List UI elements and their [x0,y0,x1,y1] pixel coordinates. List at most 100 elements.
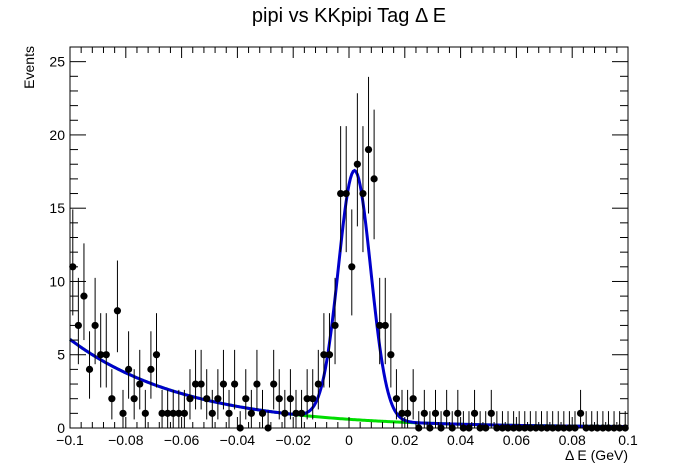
data-marker [164,409,172,417]
data-point [275,369,283,420]
data-point [337,126,345,253]
data-point [353,93,361,227]
data-marker [381,321,389,330]
data-marker [152,351,161,359]
data-point [487,389,495,428]
data-marker [80,292,88,300]
data-marker [258,409,267,417]
data-marker [454,409,462,417]
data-point [197,349,205,410]
data-marker [286,395,295,403]
data-point [359,126,367,253]
data-marker [398,409,406,417]
x-tick-label: −0.04 [220,432,256,448]
data-point [370,109,378,240]
data-marker [359,189,367,198]
data-point [270,349,278,410]
data-point [387,313,395,388]
x-tick-label: 0.02 [391,432,418,448]
chart-title: pipi vs KKpipi Tag Δ E [252,5,446,27]
x-tick-label: −0.06 [164,432,200,448]
data-point [180,389,188,428]
data-marker [331,321,339,330]
y-tick-label: 10 [49,273,65,289]
data-marker [403,409,412,417]
data-point [152,313,161,388]
data-marker [309,395,317,403]
data-marker [270,380,278,388]
data-point [203,369,211,420]
data-marker [197,380,205,388]
data-marker [219,380,228,388]
data-marker [169,409,177,417]
data-marker [97,351,105,359]
data-marker [203,395,211,403]
data-marker [158,409,166,417]
data-point [231,349,239,410]
data-point [136,349,144,410]
data-point [124,331,133,399]
data-point [331,277,339,365]
data-point [247,389,255,428]
data-marker [342,189,350,198]
x-tick-label: −0.08 [108,432,144,448]
data-point [576,389,585,428]
data-point [297,389,306,428]
data-point [392,369,401,420]
data-marker [141,409,149,417]
data-marker [186,395,194,403]
data-marker [208,409,216,417]
data-point [470,389,479,428]
data-point [130,369,138,420]
data-marker [443,409,451,417]
x-tick-label: 0.04 [447,432,474,448]
data-point [91,277,99,365]
data-marker [74,321,82,330]
data-point [292,389,300,428]
data-marker [314,380,322,388]
data-marker [576,409,585,417]
x-tick-label: 0.06 [503,432,530,448]
data-marker [487,409,495,417]
y-tick-label: 20 [49,127,65,143]
y-tick-label: 15 [49,200,65,216]
data-point [253,349,261,410]
y-tick-label: 0 [57,420,65,436]
ticks-layer: −0.1 −0.08 −0.06 −0.04 −0.02 0 0.02 0.04 0.06 0.0… [49,46,638,448]
data-point [214,369,222,420]
data-marker [102,351,110,359]
data-marker [320,351,328,359]
data-point [191,349,200,410]
data-marker [214,395,222,403]
data-point [443,389,451,428]
x-tick-label: 0.08 [559,432,586,448]
data-point [420,389,428,428]
data-marker [225,409,233,417]
x-axis-label: Δ E (GeV) [565,447,628,463]
data-point [309,369,317,420]
data-marker [292,409,300,417]
data-marker [253,380,261,388]
data-point [158,389,166,428]
data-marker [191,380,200,388]
data-point [85,331,94,399]
data-marker [364,145,373,154]
data-marker [409,395,417,403]
data-point [186,369,194,420]
data-marker [124,365,133,373]
data-point [398,389,406,428]
data-marker [231,380,239,388]
data-point [169,389,177,428]
data-point [208,389,216,428]
data-marker [297,409,306,417]
data-marker [108,395,116,403]
x-tick-label: 0 [345,432,353,448]
data-point [376,277,384,365]
data-point [281,389,289,428]
data-marker [370,175,378,183]
data-marker [353,160,361,168]
data-point [381,277,389,365]
x-tick-label: −0.1 [56,432,84,448]
data-point [242,369,250,420]
